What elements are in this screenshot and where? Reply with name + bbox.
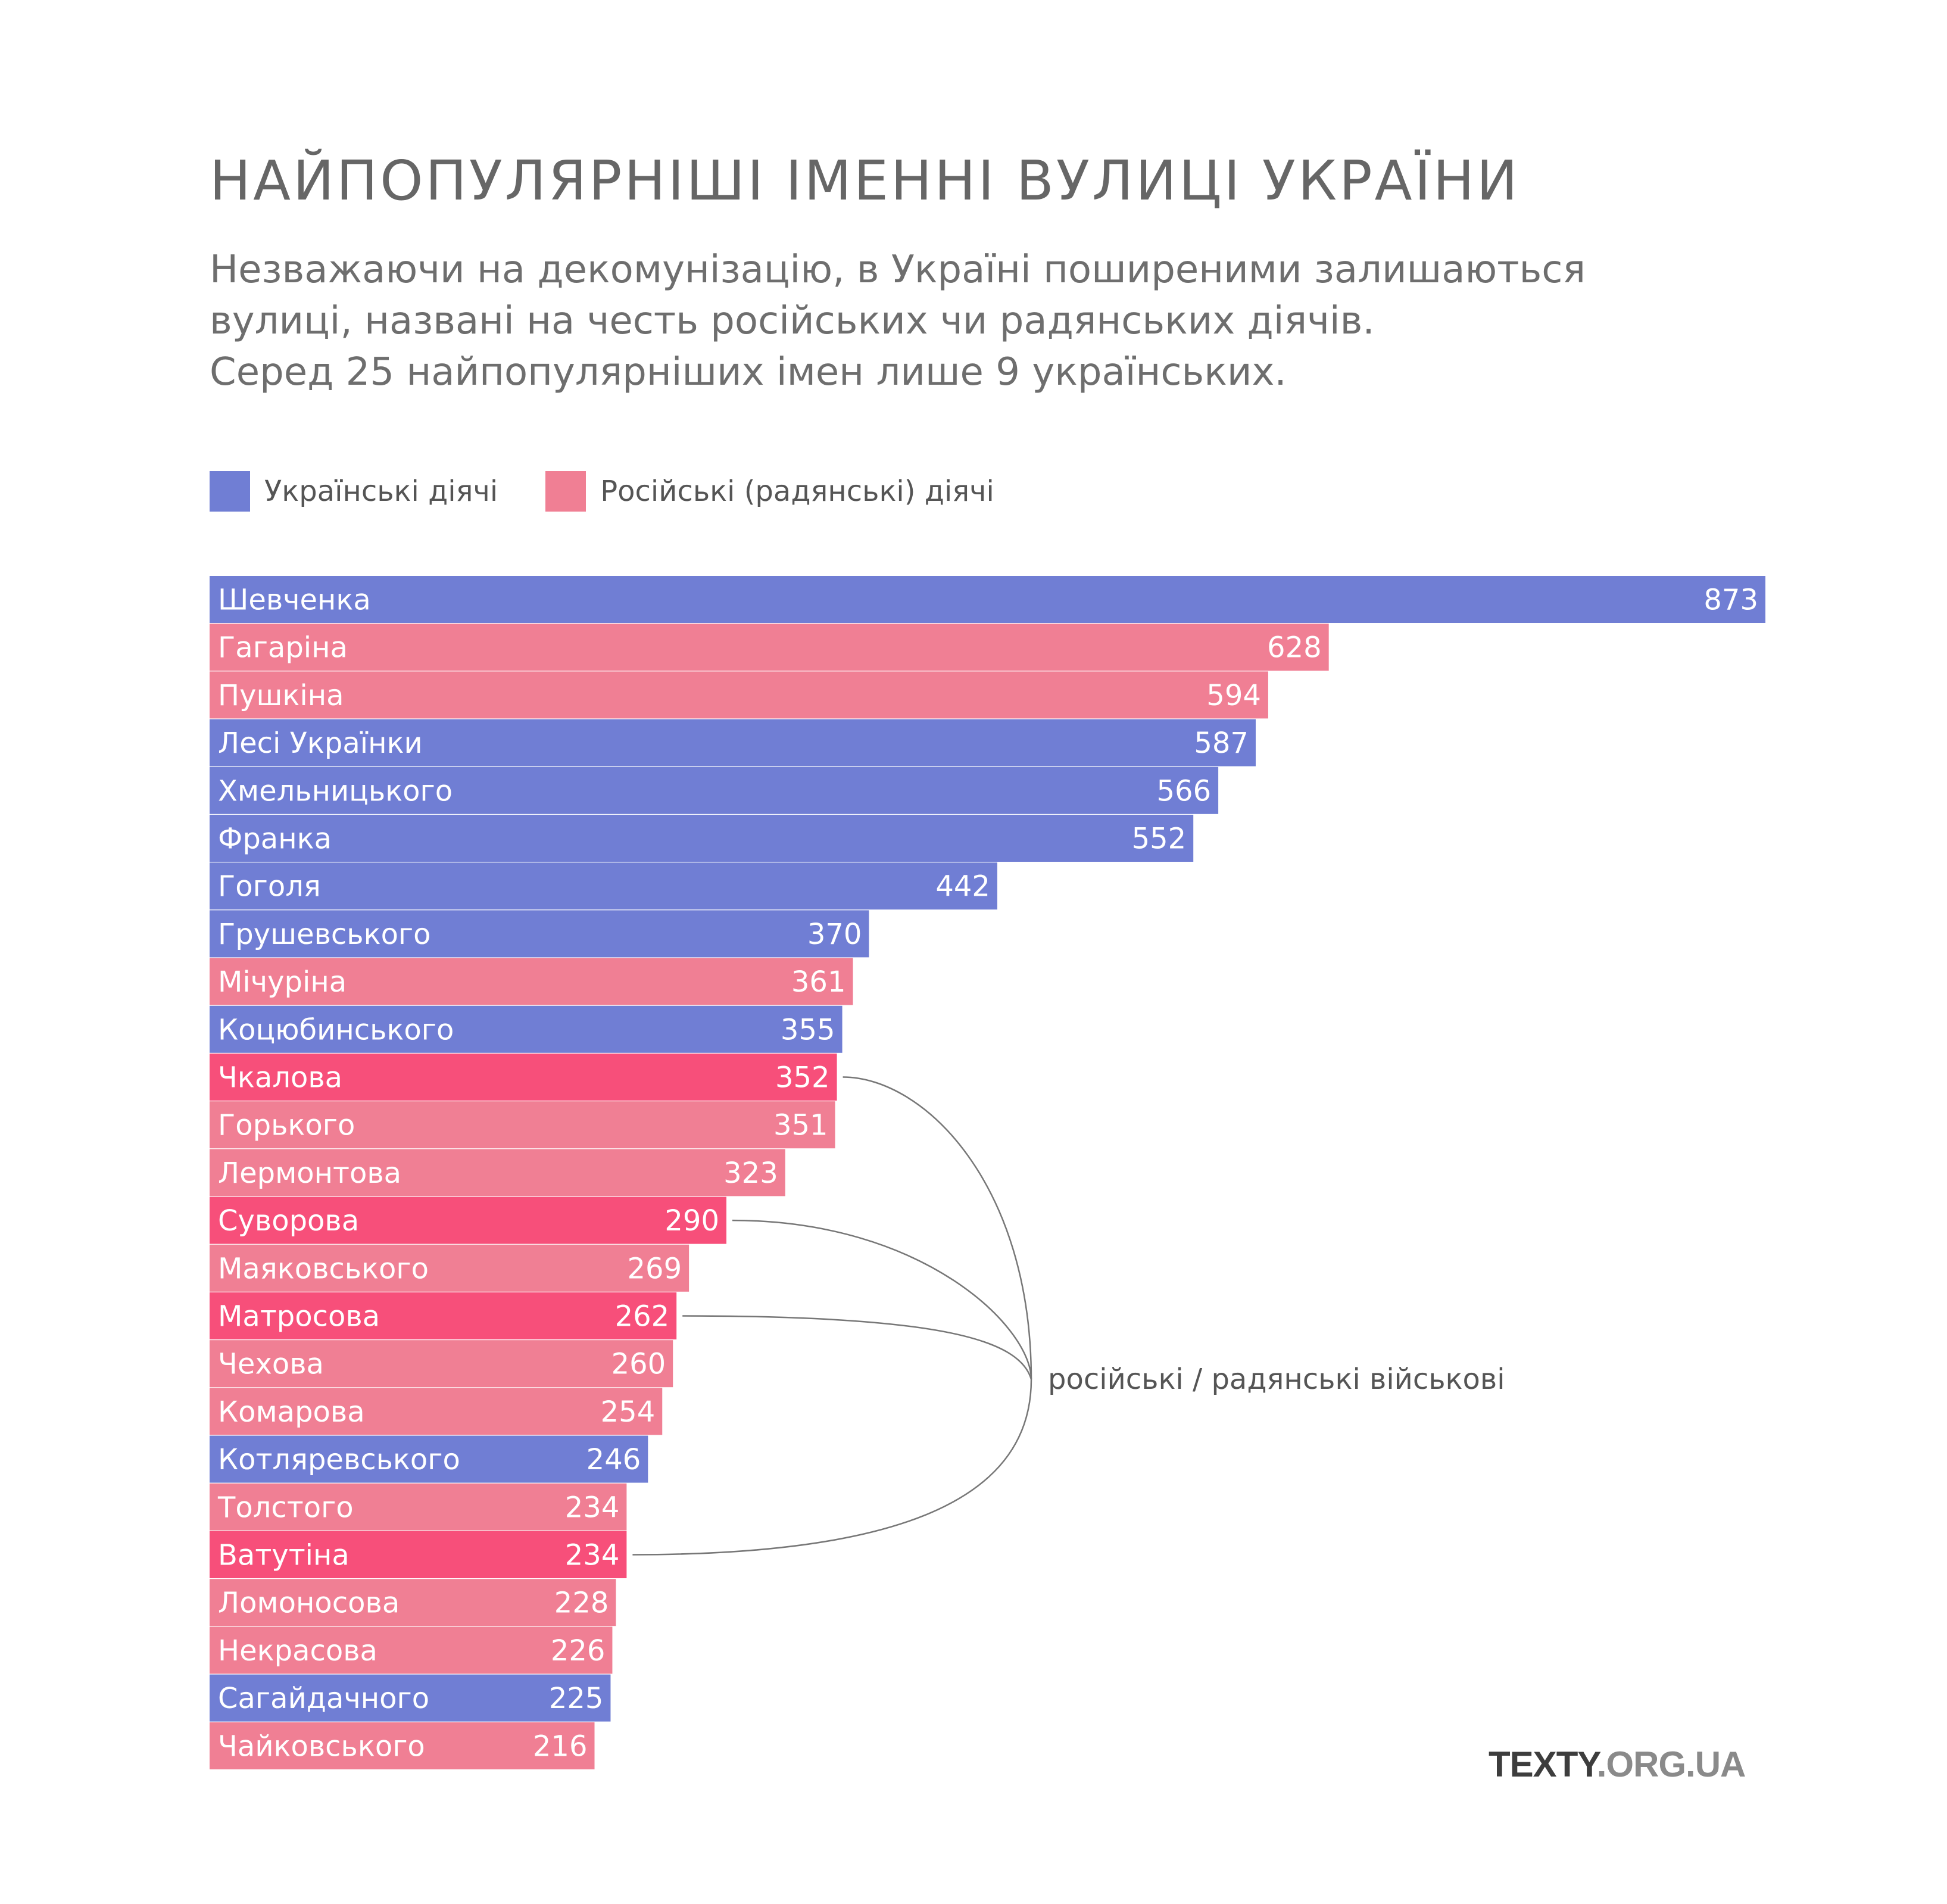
bar [210,815,1194,862]
bar [210,1292,677,1339]
bar-category-label: Котляревського [218,1443,460,1476]
bar-value-label: 873 [1703,584,1758,617]
bar-category-label: Сагайдачного [218,1682,429,1715]
bar-value-label: 216 [533,1730,588,1763]
bar-value-label: 234 [565,1539,620,1572]
bar-value-label: 262 [615,1300,670,1333]
legend-swatch-russian [545,471,586,512]
bar-category-label: Гоголя [218,870,321,903]
bar-category-label: Маяковського [218,1252,429,1285]
bar-value-label: 355 [781,1013,835,1046]
annotation-line [732,1219,1032,1380]
bar-category-label: Мічуріна [218,965,347,999]
bar-value-label: 225 [549,1682,604,1715]
bar-value-label: 351 [773,1109,828,1142]
annotation-label: російські / радянські військові [1048,1363,1505,1396]
bar-category-label: Хмельницького [218,774,453,808]
bar-category-label: Грушевського [218,918,431,951]
legend-label-ukrainian: Українські діячі [264,475,498,508]
bar [210,719,1256,766]
brand-logo: TEXTY.ORG.UA [1489,1744,1746,1785]
annotation-line [682,1315,1032,1380]
bar [210,624,1329,671]
chart-legend: Українські діячі Російські (радянські) д… [210,470,1042,512]
annotation-line [632,1379,1032,1556]
bar [210,1579,616,1626]
bar-value-label: 370 [807,918,862,951]
bar [210,958,853,1005]
bar-value-label: 269 [628,1252,682,1285]
bar-category-label: Комарова [218,1395,365,1429]
bar-value-label: 246 [586,1443,641,1476]
bar-category-label: Ломоносова [218,1587,400,1620]
bar-category-label: Лермонтова [218,1157,401,1190]
bar-value-label: 628 [1267,631,1322,665]
bar-value-label: 234 [565,1491,620,1524]
bar-category-label: Лесі Українки [218,727,423,760]
bar-value-label: 587 [1194,727,1249,760]
bar-category-label: Франка [218,822,332,856]
bar-value-label: 323 [723,1157,778,1190]
legend-item-russian: Російські (радянські) діячі [545,471,994,512]
bar [210,1101,835,1149]
bar-category-label: Пушкіна [218,679,344,712]
bar-category-label: Некрасова [218,1634,377,1668]
legend-label-russian: Російські (радянські) діячі [600,475,994,508]
bar [210,1388,663,1435]
bar-value-label: 552 [1132,822,1187,856]
bar-value-label: 594 [1206,679,1261,712]
bar-category-label: Чехова [218,1348,324,1381]
bar [210,1340,673,1388]
bar [210,1722,595,1769]
bar-category-label: Суворова [218,1204,359,1238]
bar-value-label: 566 [1156,774,1211,808]
bar-category-label: Шевченка [218,584,371,617]
bar-value-label: 260 [611,1348,666,1381]
bar-category-label: Чкалова [218,1061,342,1095]
bar [210,1626,613,1674]
bar [210,1196,727,1244]
bar [210,1054,837,1101]
bar-value-label: 290 [664,1204,719,1238]
bar [210,1674,611,1722]
bar [210,766,1219,814]
subtitle-line: Серед 25 найпопулярніших імен лише 9 укр… [210,350,1287,394]
bar [210,1483,627,1531]
chart-subtitle: Незважаючи на декомунізацію, в Україні п… [210,244,1586,398]
bar-value-label: 442 [935,870,990,903]
subtitle-line: Незважаючи на декомунізацію, в Україні п… [210,248,1586,292]
chart-title: НАЙПОПУЛЯРНІШІ ІМЕННІ ВУЛИЦІ УКРАЇНИ [210,149,1520,213]
bar [210,1005,843,1053]
bar [210,1531,627,1578]
legend-swatch-ukrainian [210,471,250,512]
annotation-line [843,1076,1032,1380]
bar-category-label: Гагаріна [218,631,348,665]
bar-value-label: 226 [551,1634,606,1668]
bar [210,862,997,910]
brand-part1: TEXTY [1489,1744,1597,1784]
bar-category-label: Ватутіна [218,1539,350,1572]
bar-category-label: Коцюбинського [218,1013,454,1046]
bar-value-label: 254 [601,1395,656,1429]
bar-category-label: Чайковського [218,1730,425,1763]
bar [210,910,869,958]
bar [210,671,1268,719]
bar [210,1435,648,1483]
bar-category-label: Горького [218,1109,355,1142]
bar-value-label: 361 [791,965,846,999]
bar-category-label: Толстого [217,1491,354,1524]
bar-category-label: Матросова [218,1300,380,1333]
bar [210,1244,689,1292]
bar [210,1149,785,1196]
subtitle-line: вулиці, названі на честь російських чи р… [210,299,1375,343]
bar [210,576,1765,623]
legend-item-ukrainian: Українські діячі [210,471,498,512]
bar-value-label: 228 [554,1587,609,1620]
bar-value-label: 352 [775,1061,830,1095]
brand-part2: .ORG.UA [1596,1744,1746,1784]
